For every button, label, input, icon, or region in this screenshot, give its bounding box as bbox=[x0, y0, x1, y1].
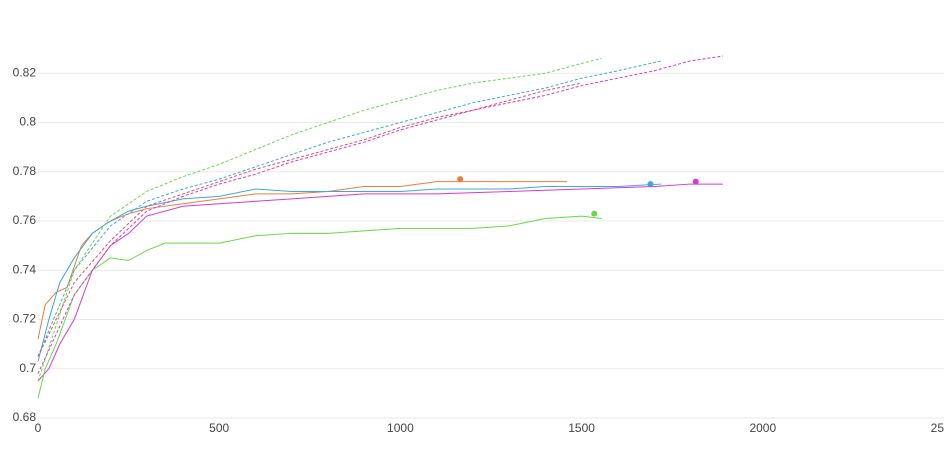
x-tick-label: 0 bbox=[35, 421, 42, 435]
y-tick-label: 0.72 bbox=[13, 312, 37, 326]
marker bbox=[457, 176, 464, 183]
dashed-line bbox=[37, 82, 582, 357]
marker bbox=[647, 181, 654, 188]
dashed-line bbox=[37, 55, 724, 374]
y-tick-label: 0.68 bbox=[13, 410, 37, 424]
y-tick-label: 0.78 bbox=[13, 164, 37, 178]
y-tick-label: 0.74 bbox=[13, 262, 37, 276]
line bbox=[37, 181, 568, 340]
x-tick-label: 2000 bbox=[749, 421, 776, 435]
y-tick-label: 0.82 bbox=[13, 65, 37, 79]
x-tick-label: 500 bbox=[209, 421, 229, 435]
line bbox=[37, 183, 723, 382]
dashed-line bbox=[37, 57, 602, 382]
y-tick-label: 0.8 bbox=[19, 115, 36, 129]
y-tick-label: 0.76 bbox=[13, 213, 37, 227]
line bbox=[37, 183, 662, 362]
marker bbox=[591, 210, 598, 217]
dashed-line bbox=[37, 60, 662, 357]
x-tick-label: 1000 bbox=[387, 421, 414, 435]
x-tick-label: 2500 bbox=[931, 421, 944, 435]
y-tick-label: 0.7 bbox=[19, 361, 36, 375]
line bbox=[37, 215, 602, 399]
marker bbox=[692, 178, 699, 185]
x-tick-label: 1500 bbox=[568, 421, 595, 435]
